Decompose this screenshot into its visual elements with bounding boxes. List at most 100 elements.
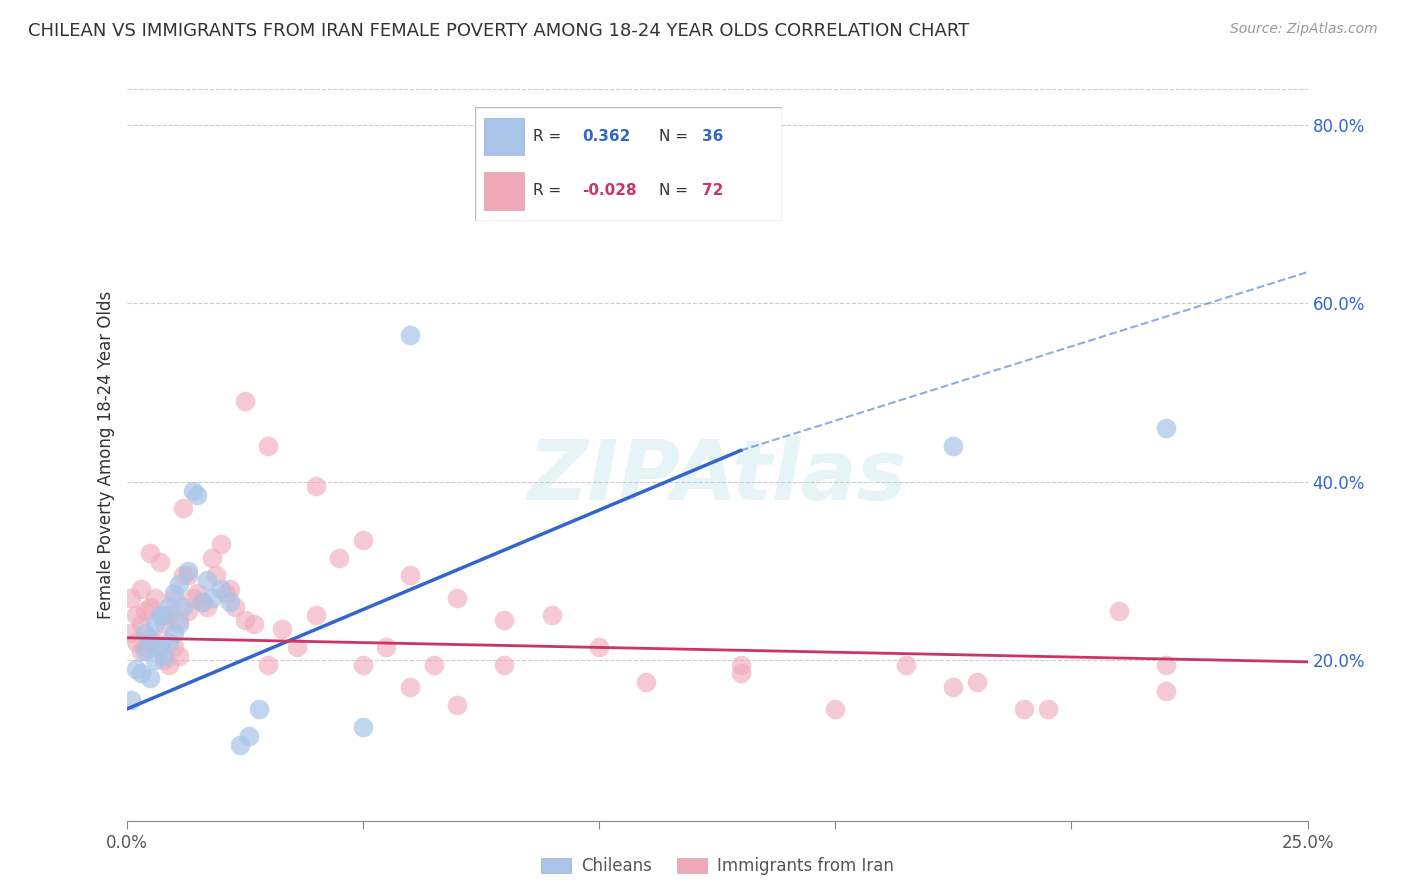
Point: [588, 640, 610, 654]
Point: [172, 501, 194, 516]
Point: [494, 613, 516, 627]
Point: [730, 185, 752, 199]
Point: [163, 591, 186, 605]
Point: [243, 617, 266, 632]
Point: [257, 439, 280, 453]
Point: [163, 586, 186, 600]
Point: [209, 582, 232, 596]
Point: [257, 657, 280, 672]
Point: [167, 617, 190, 632]
Point: [153, 617, 176, 632]
Point: [167, 648, 190, 663]
Point: [139, 671, 162, 685]
Point: [129, 644, 152, 658]
Point: [181, 483, 204, 498]
Point: [149, 640, 172, 654]
Point: [149, 640, 172, 654]
Point: [186, 586, 208, 600]
Point: [422, 657, 444, 672]
Point: [195, 599, 218, 614]
Point: [186, 488, 208, 502]
Point: [966, 675, 988, 690]
Point: [134, 626, 156, 640]
Point: [129, 666, 152, 681]
Point: [209, 537, 232, 551]
Point: [195, 573, 218, 587]
Point: [304, 608, 326, 623]
Point: [1154, 421, 1177, 435]
Point: [446, 591, 468, 605]
Point: [125, 608, 148, 623]
Point: [200, 550, 222, 565]
Point: [233, 394, 256, 409]
Point: [894, 657, 917, 672]
Point: [1154, 684, 1177, 698]
Point: [375, 640, 398, 654]
Point: [1012, 702, 1035, 716]
Point: [285, 640, 308, 654]
Point: [157, 635, 180, 649]
Point: [143, 591, 166, 605]
Point: [139, 546, 162, 560]
Point: [134, 640, 156, 654]
Point: [120, 693, 142, 707]
Point: [328, 550, 350, 565]
Point: [233, 613, 256, 627]
Text: ZIPAtlas: ZIPAtlas: [527, 436, 907, 517]
Point: [191, 595, 214, 609]
Point: [149, 608, 172, 623]
Point: [143, 617, 166, 632]
Point: [1036, 702, 1059, 716]
Point: [120, 626, 142, 640]
Point: [200, 591, 222, 605]
Point: [247, 702, 270, 716]
Point: [157, 608, 180, 623]
Point: [139, 635, 162, 649]
Point: [446, 698, 468, 712]
Point: [143, 653, 166, 667]
Point: [139, 631, 162, 645]
Point: [129, 582, 152, 596]
Point: [215, 586, 238, 600]
Point: [540, 608, 562, 623]
Point: [139, 599, 162, 614]
Point: [149, 555, 172, 569]
Point: [942, 680, 965, 694]
Point: [399, 327, 422, 342]
Y-axis label: Female Poverty Among 18-24 Year Olds: Female Poverty Among 18-24 Year Olds: [97, 291, 115, 619]
Point: [730, 657, 752, 672]
Point: [224, 599, 246, 614]
Text: CHILEAN VS IMMIGRANTS FROM IRAN FEMALE POVERTY AMONG 18-24 YEAR OLDS CORRELATION: CHILEAN VS IMMIGRANTS FROM IRAN FEMALE P…: [28, 22, 969, 40]
Point: [181, 591, 204, 605]
Point: [219, 595, 242, 609]
Point: [229, 738, 252, 752]
Point: [824, 702, 846, 716]
Point: [167, 613, 190, 627]
Point: [134, 644, 156, 658]
Point: [205, 568, 228, 582]
Point: [1108, 604, 1130, 618]
Point: [494, 657, 516, 672]
Point: [153, 648, 176, 663]
Point: [399, 680, 422, 694]
Point: [177, 604, 200, 618]
Point: [129, 617, 152, 632]
Point: [238, 729, 260, 743]
Point: [143, 635, 166, 649]
Point: [172, 599, 194, 614]
Legend: Chileans, Immigrants from Iran: Chileans, Immigrants from Iran: [534, 850, 900, 882]
Point: [219, 582, 242, 596]
Point: [125, 662, 148, 676]
Point: [157, 599, 180, 614]
Point: [304, 479, 326, 493]
Point: [1154, 657, 1177, 672]
Point: [177, 568, 200, 582]
Point: [134, 604, 156, 618]
Point: [125, 635, 148, 649]
Point: [163, 626, 186, 640]
Point: [636, 675, 658, 690]
Point: [352, 533, 374, 547]
Point: [352, 657, 374, 672]
Point: [352, 720, 374, 734]
Point: [163, 640, 186, 654]
